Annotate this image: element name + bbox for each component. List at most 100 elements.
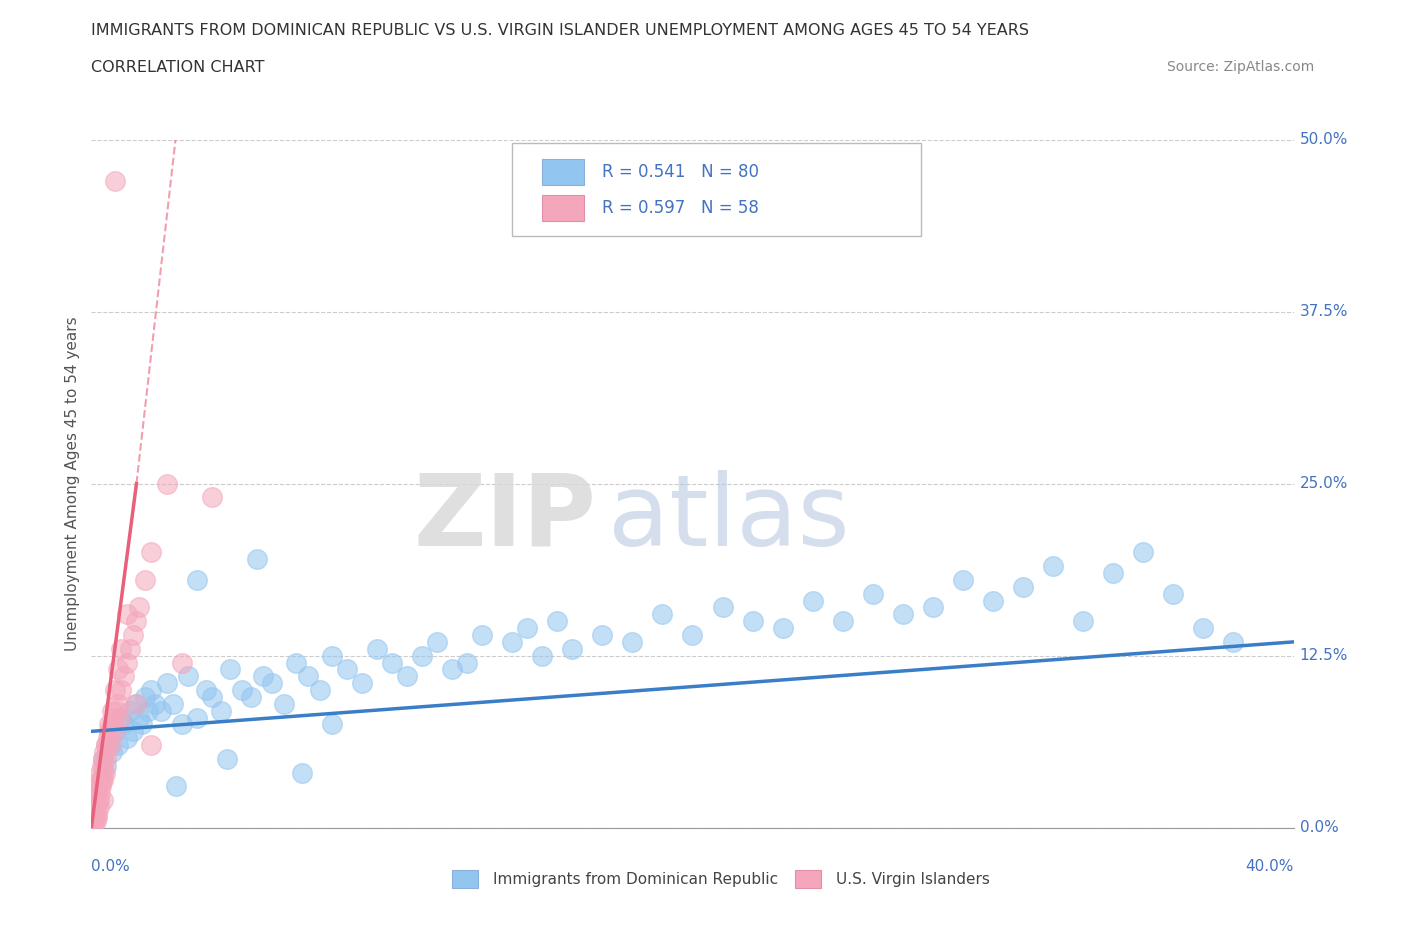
Y-axis label: Unemployment Among Ages 45 to 54 years: Unemployment Among Ages 45 to 54 years [65,316,80,651]
Point [308,683,330,698]
Point [94,765,117,780]
Point [110,642,132,657]
Point [831,614,853,629]
Point [321,717,343,732]
Point [93,765,115,780]
Point [125,697,148,711]
Point [186,573,208,588]
Point [141,683,163,698]
Point [772,620,794,635]
Point [231,683,253,698]
Point [93,792,115,807]
Text: R = 0.541   N = 80: R = 0.541 N = 80 [602,164,759,181]
Text: 25.0%: 25.0% [1299,476,1348,491]
Point [651,607,673,622]
Point [621,634,644,649]
Point [100,737,122,752]
Point [246,551,269,566]
Point [170,717,193,732]
Point [90,779,112,794]
Point [120,703,142,718]
Point [155,476,177,491]
Point [86,806,108,821]
Point [546,614,568,629]
Point [97,731,120,746]
Point [426,634,449,649]
Bar [451,870,478,887]
Text: 0.0%: 0.0% [91,858,131,873]
Point [101,717,124,732]
Text: Source: ZipAtlas.com: Source: ZipAtlas.com [1167,60,1315,74]
Text: U.S. Virgin Islanders: U.S. Virgin Islanders [835,871,990,887]
Point [104,683,127,698]
Point [138,703,160,718]
Point [801,593,824,608]
Point [83,806,105,821]
Text: 37.5%: 37.5% [1299,304,1348,319]
Point [120,642,142,657]
Point [952,573,974,588]
Text: IMMIGRANTS FROM DOMINICAN REPUBLIC VS U.S. VIRGIN ISLANDER UNEMPLOYMENT AMONG AG: IMMIGRANTS FROM DOMINICAN REPUBLIC VS U.… [91,23,1029,38]
Point [711,600,734,615]
Point [128,600,150,615]
Text: 50.0%: 50.0% [1299,132,1348,147]
Point [291,765,314,780]
Point [186,711,208,725]
Point [165,779,187,794]
Point [117,731,139,746]
Point [531,648,554,663]
Point [456,655,478,670]
Bar [543,195,585,221]
Point [101,703,124,718]
Text: CORRELATION CHART: CORRELATION CHART [91,60,264,75]
Point [1132,545,1154,560]
Point [201,689,224,704]
Point [101,745,124,760]
Point [143,697,166,711]
Point [117,607,139,622]
Point [471,628,494,643]
Point [90,772,112,787]
Point [149,703,172,718]
Point [381,655,404,670]
Point [107,737,129,752]
Point [104,724,127,738]
Text: R = 0.597   N = 58: R = 0.597 N = 58 [602,199,759,217]
Point [366,642,388,657]
Point [82,814,104,829]
Point [110,711,132,725]
Text: 40.0%: 40.0% [1246,858,1294,873]
Point [170,655,193,670]
Point [681,628,703,643]
Point [84,814,107,829]
Point [134,573,156,588]
Point [110,683,132,698]
Point [104,173,127,188]
Point [86,795,108,810]
Point [252,669,274,684]
Point [96,751,118,766]
Bar [543,159,585,185]
Point [96,758,118,773]
Point [201,490,224,505]
Point [411,648,433,663]
Point [122,628,145,643]
Point [117,655,139,670]
Point [273,697,295,711]
Point [260,676,283,691]
Point [108,711,131,725]
Point [84,792,107,807]
Point [87,800,110,815]
Point [89,765,111,780]
Point [591,628,613,643]
Point [141,737,163,752]
Point [93,751,115,766]
Point [107,662,129,677]
Point [1222,634,1244,649]
Point [98,717,121,732]
Point [501,634,523,649]
Point [215,751,238,766]
Point [98,724,121,738]
Point [107,697,129,711]
Bar [794,870,821,887]
